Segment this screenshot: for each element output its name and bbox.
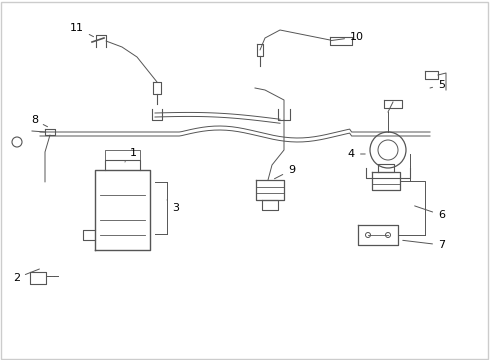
Text: 9: 9: [274, 165, 295, 179]
Text: 6: 6: [415, 206, 445, 220]
Text: 7: 7: [403, 240, 445, 250]
Text: 1: 1: [125, 148, 137, 162]
Text: 11: 11: [70, 23, 94, 37]
Text: 4: 4: [348, 149, 365, 159]
Text: 8: 8: [31, 115, 48, 127]
Text: 2: 2: [13, 269, 39, 283]
Text: 5: 5: [430, 80, 445, 90]
Text: 3: 3: [167, 200, 179, 213]
Text: 10: 10: [331, 32, 364, 42]
